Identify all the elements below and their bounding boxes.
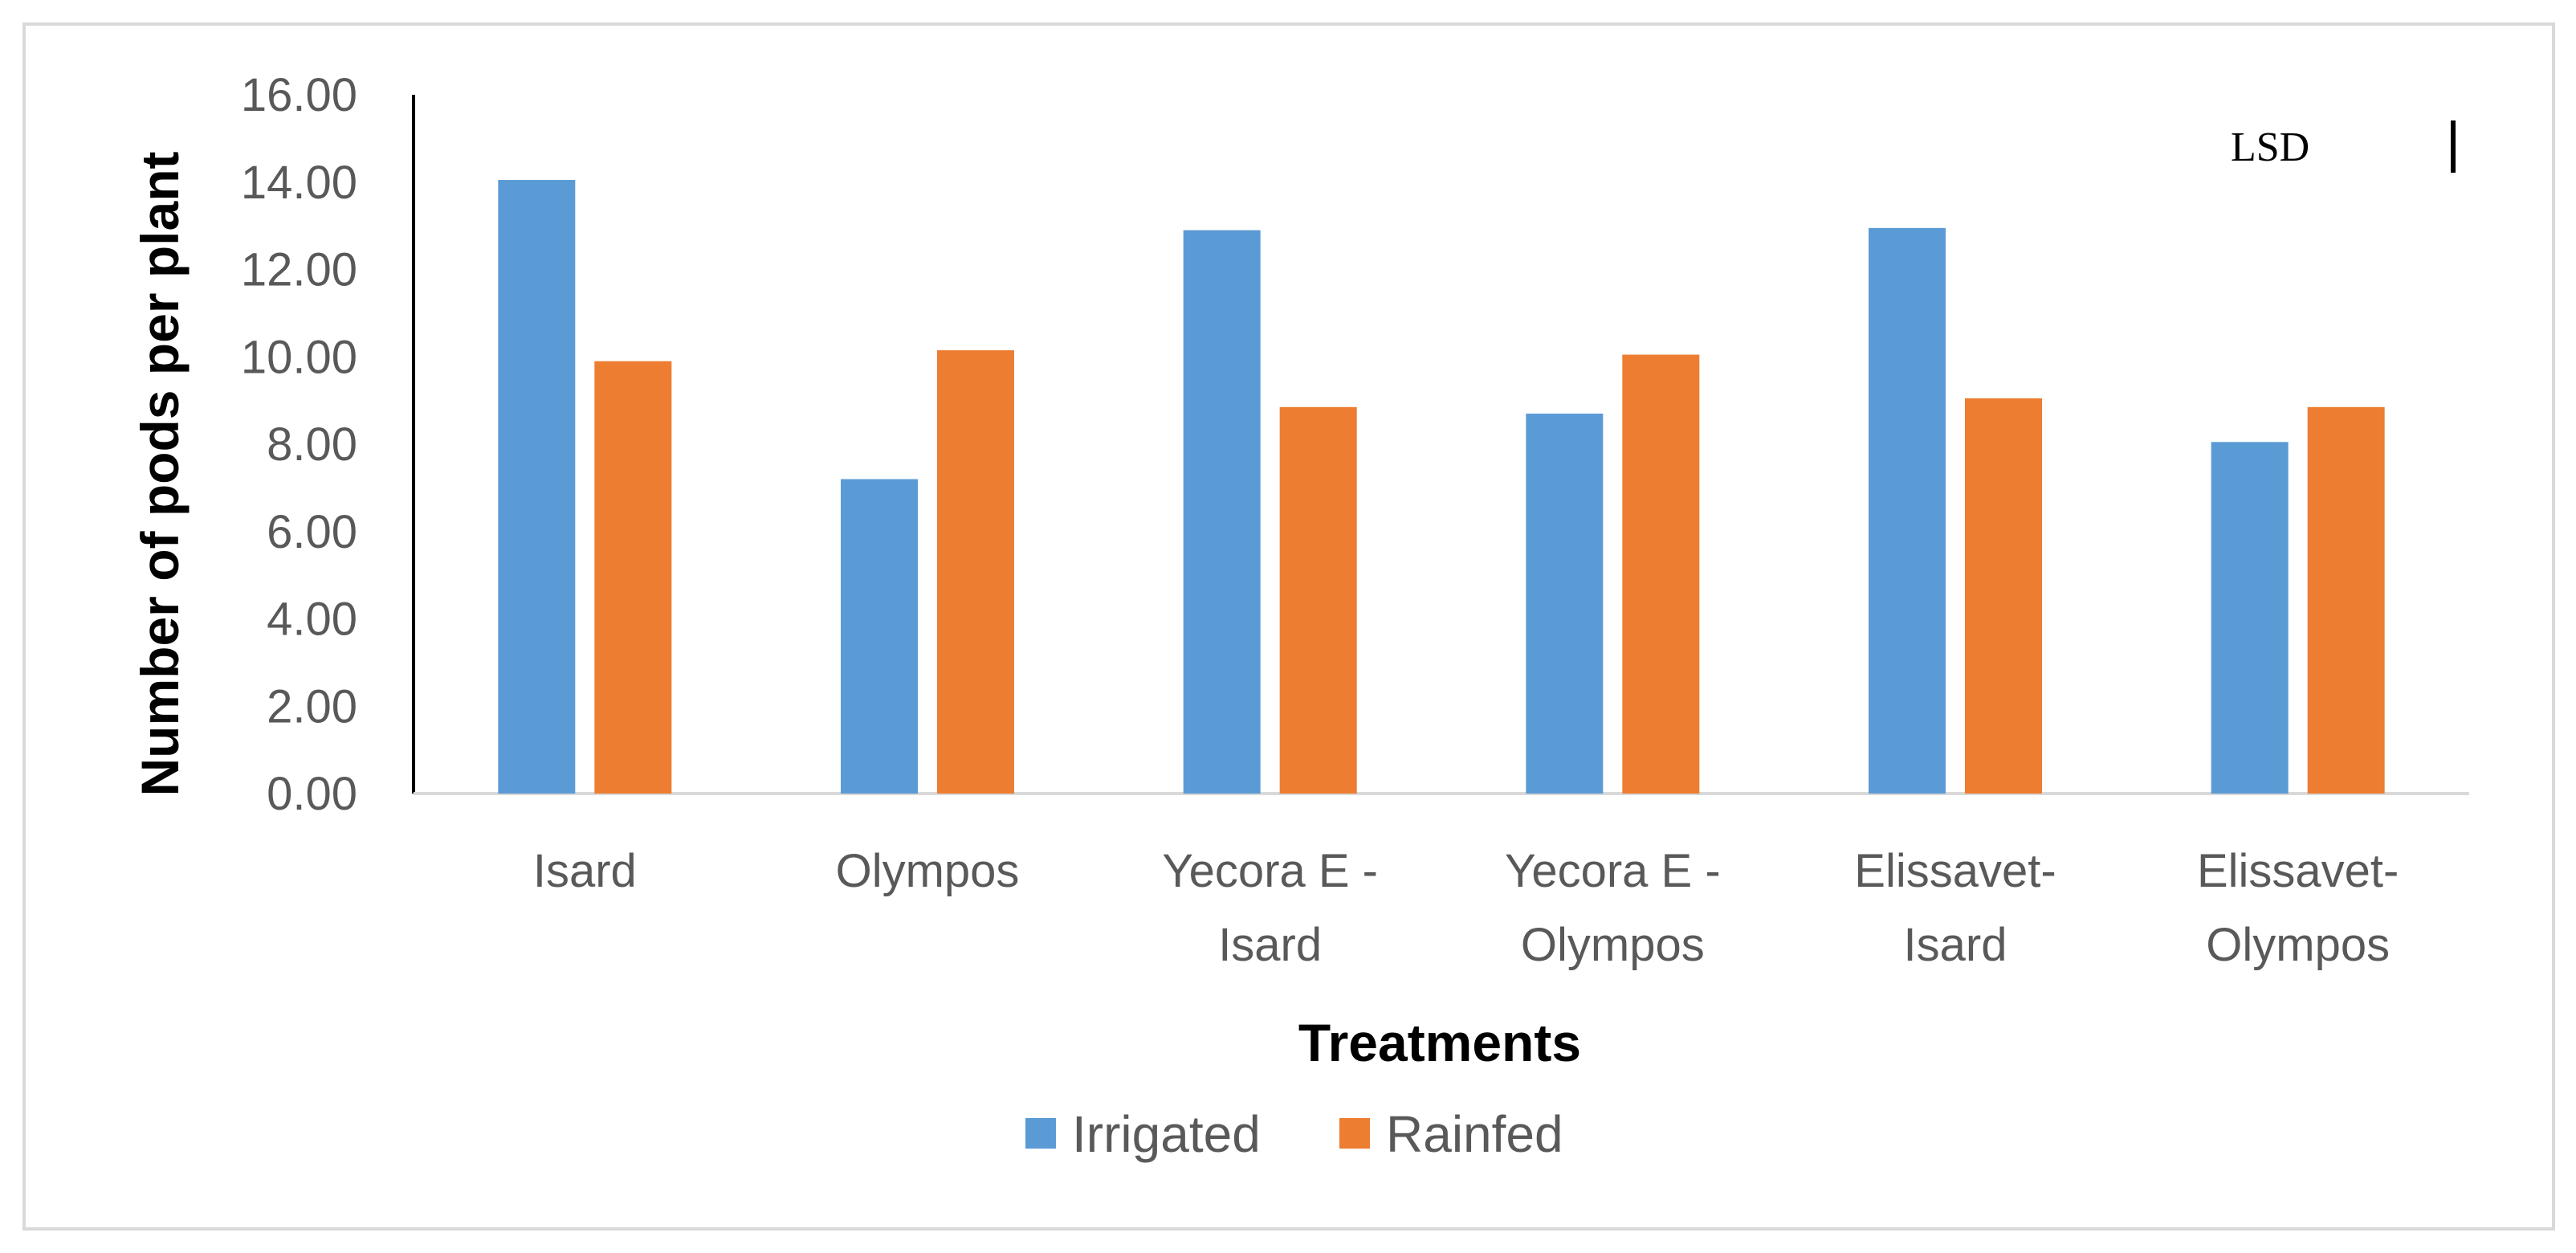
y-axis-ticks: 0.00 2.00 4.00 6.00 8.00 10.00 12.00 14.00 16.00: [241, 69, 357, 820]
legend-swatch-irrigated: [1025, 1118, 1056, 1149]
legend-label-rainfed: Rainfed: [1386, 1105, 1563, 1163]
y-tick-label: 14.00: [241, 157, 357, 209]
bar-irrigated: [498, 180, 576, 794]
lsd-annotation: LSD: [2231, 120, 2456, 173]
bar-rainfed: [1965, 398, 2042, 794]
x-category-label: Yecora E -: [1505, 845, 1721, 897]
x-axis-title: Treatments: [1298, 1013, 1581, 1072]
bar-rainfed: [1279, 406, 1357, 794]
x-category-label: Elissavet-: [1854, 845, 2056, 897]
y-tick-label: 16.00: [241, 69, 357, 121]
x-category-label: Isard: [1218, 919, 1322, 971]
bar-rainfed: [2307, 406, 2385, 794]
bar-irrigated: [2211, 442, 2289, 794]
legend-swatch-rainfed: [1339, 1118, 1370, 1149]
y-tick-label: 10.00: [241, 331, 357, 383]
lsd-label: LSD: [2231, 124, 2309, 170]
y-tick-label: 4.00: [267, 594, 357, 646]
x-category-label: Olympos: [1521, 919, 1705, 971]
x-category-label: Isard: [533, 845, 637, 897]
x-category-label: Isard: [1904, 919, 2007, 971]
bar-irrigated: [1526, 413, 1604, 794]
x-category-label: Elissavet-: [2197, 845, 2399, 897]
y-tick-label: 8.00: [267, 418, 357, 471]
bar-irrigated: [841, 479, 918, 794]
y-tick-label: 0.00: [267, 768, 357, 820]
bar-irrigated: [1183, 230, 1261, 794]
y-tick-label: 12.00: [241, 244, 357, 296]
bar-rainfed: [937, 350, 1014, 794]
y-axis-title: Number of pods per plant: [130, 151, 190, 796]
bar-rainfed: [594, 361, 672, 794]
bar-rainfed: [1622, 354, 1700, 794]
bar-irrigated: [1869, 227, 1946, 794]
legend: Irrigated Rainfed: [1025, 1105, 1563, 1163]
legend-label-irrigated: Irrigated: [1072, 1105, 1261, 1163]
x-axis-category-labels: Isard Olympos Yecora E - Isard Yecora E - Oly…: [533, 845, 2399, 971]
y-tick-label: 2.00: [267, 680, 357, 733]
y-tick-label: 6.00: [267, 506, 357, 558]
x-category-label: Yecora E -: [1162, 845, 1378, 897]
x-category-label: Olympos: [2206, 919, 2390, 971]
bar-series-group: [498, 180, 2385, 794]
x-category-label: Olympos: [836, 845, 1020, 897]
